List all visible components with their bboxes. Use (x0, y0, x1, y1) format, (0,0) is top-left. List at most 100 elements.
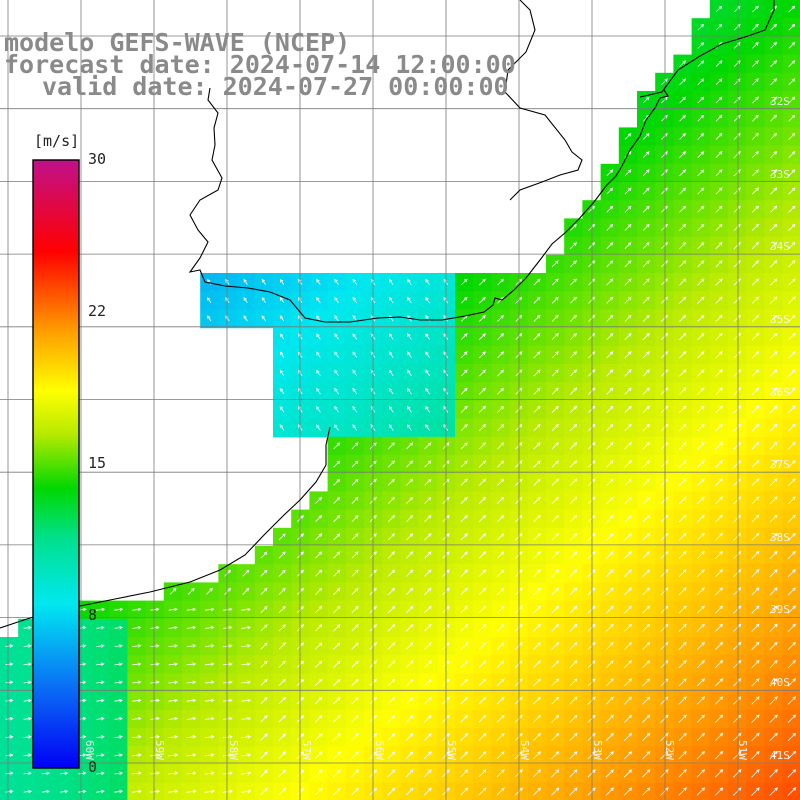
wind-arrow (387, 496, 395, 504)
wind-arrow (496, 532, 505, 541)
wind-arrow (314, 787, 323, 796)
wind-speed-cell (527, 345, 547, 365)
wind-arrow (351, 787, 359, 796)
wind-arrow (605, 714, 614, 723)
wind-speed-cell (491, 491, 511, 511)
wind-speed-cell (455, 709, 474, 729)
wind-speed-cell (400, 473, 420, 492)
wind-arrow (624, 132, 632, 140)
wind-arrow (204, 607, 215, 612)
wind-speed-cell (673, 691, 693, 711)
wind-arrow (150, 625, 160, 630)
wind-speed-cell (691, 564, 711, 583)
wind-speed-cell (564, 618, 583, 638)
wind-arrow (551, 605, 560, 614)
wind-arrow (423, 787, 432, 796)
wind-arrow (697, 151, 705, 158)
wind-arrow (788, 405, 796, 414)
wind-arrow (751, 678, 760, 687)
wind-speed-cell (709, 655, 729, 674)
wind-arrow (460, 714, 469, 723)
wind-speed-cell (345, 491, 365, 511)
wind-speed-cell (546, 345, 565, 365)
wind-arrow (478, 387, 487, 395)
wind-speed-cell (527, 728, 547, 747)
wind-arrow (478, 696, 487, 705)
wind-arrow (788, 241, 796, 250)
wind-speed-cell (309, 600, 329, 620)
wind-speed-cell (327, 582, 347, 602)
wind-speed-cell (746, 455, 765, 474)
wind-arrow (751, 369, 760, 377)
wind-speed-cell (728, 709, 747, 729)
wind-arrow (660, 405, 669, 414)
wind-arrow (624, 260, 632, 268)
wind-speed-cell (600, 746, 620, 765)
wind-arrow (642, 351, 650, 359)
wind-arrow (587, 532, 596, 541)
wind-speed-cell (764, 327, 784, 347)
wind-arrow (387, 623, 396, 632)
wind-speed-cell (728, 418, 747, 438)
wind-arrow (679, 332, 687, 341)
wind-arrow (150, 716, 160, 721)
wind-arrow (697, 460, 705, 468)
wind-arrow (460, 351, 468, 359)
wind-arrow (168, 753, 179, 757)
wind-speed-cell (691, 728, 711, 747)
wind-arrow (533, 569, 541, 577)
latitude-label: 34S (770, 240, 790, 253)
wind-arrow (478, 569, 487, 577)
wind-arrow (406, 533, 414, 541)
wind-speed-cell (637, 600, 656, 620)
wind-arrow (569, 551, 578, 559)
wind-arrow (186, 716, 197, 721)
wind-speed-cell (618, 163, 638, 183)
wind-arrow (388, 387, 394, 395)
wind-arrow (279, 387, 285, 395)
wind-speed-cell (691, 673, 711, 693)
wind-arrow (423, 751, 432, 760)
wind-speed-cell (455, 637, 474, 656)
wind-arrow (678, 605, 687, 614)
wind-arrow (225, 297, 230, 304)
wind-arrow (551, 478, 560, 486)
wind-speed-cell (400, 491, 420, 511)
wind-speed-cell (673, 473, 693, 492)
wind-arrow (551, 496, 560, 505)
wind-arrow (714, 732, 724, 742)
wind-arrow (769, 732, 778, 742)
wind-arrow (551, 787, 560, 796)
wind-arrow (551, 696, 560, 705)
wind-speed-cell (637, 91, 656, 110)
wind-speed-cell (691, 527, 711, 547)
wind-arrow (642, 641, 651, 650)
wind-speed-cell (345, 764, 365, 784)
wind-arrow (132, 644, 142, 648)
wind-speed-cell (309, 527, 329, 547)
wind-arrow (351, 496, 359, 504)
wind-arrow (405, 714, 414, 723)
wind-speed-cell (600, 673, 620, 693)
wind-arrow (569, 405, 578, 413)
wind-speed-cell (746, 91, 765, 110)
wind-speed-cell (673, 254, 693, 274)
wind-speed-cell (291, 764, 310, 784)
wind-arrow (588, 296, 596, 304)
wind-arrow (751, 478, 760, 487)
wind-speed-cell (746, 582, 765, 602)
wind-speed-cell (382, 673, 401, 693)
wind-arrow (533, 605, 541, 614)
wind-arrow (315, 533, 323, 541)
wind-arrow (624, 387, 632, 395)
wind-arrow (770, 78, 778, 86)
wind-arrow (788, 42, 796, 49)
wind-arrow (460, 423, 468, 432)
wind-arrow (533, 405, 541, 413)
wind-speed-cell (218, 564, 238, 583)
wind-speed-cell (673, 564, 693, 583)
wind-arrow (751, 241, 760, 250)
wind-speed-cell (637, 418, 656, 438)
wind-speed-cell (473, 345, 492, 365)
